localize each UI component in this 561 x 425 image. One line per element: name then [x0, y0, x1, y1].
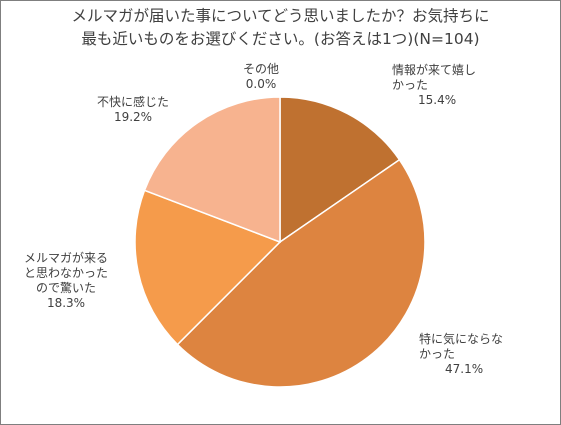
slice-1-label-line-1: 情報が来て嬉し — [392, 63, 477, 77]
pie-slice-2 — [176, 158, 426, 388]
data-label-slice-4: 不快に感じた 19.2% — [81, 95, 185, 125]
data-label-slice-2: 特に気にならな かった 47.1% — [419, 332, 503, 377]
slice-1-percent-label: 15.4% — [418, 93, 457, 107]
slice-2-label-line-2: かった — [419, 347, 456, 361]
slice-3-label-line-3: ので驚いた — [35, 281, 96, 295]
slice-4-percent-label: 19.2% — [113, 110, 153, 124]
slice-1-label-line-2: かった — [392, 78, 429, 92]
chart-title-line-2: 最も近いものをお選びください。(お答えは1つ)(N=104) — [81, 30, 480, 48]
data-label-slice-5: その他 0.0% — [231, 62, 291, 92]
chart-title-line-1: メルマガが届いた事についてどう思いましたか？お気持ちに — [71, 7, 490, 25]
slice-4-label-line-1: 不快に感じた — [96, 95, 169, 109]
slice-3-label-line-1: メルマガが来る — [23, 251, 108, 265]
slice-3-label-line-2: と思わなかった — [23, 266, 108, 280]
data-label-slice-1: 情報が来て嬉し かった 15.4% — [392, 63, 476, 108]
slice-2-percent-label: 47.1% — [445, 362, 484, 376]
slice-5-percent-label: 0.0% — [245, 77, 277, 91]
slice-3-percent-label: 18.3% — [46, 296, 86, 310]
chart-title: メルマガが届いた事についてどう思いましたか？お気持ちに 最も近いものをお選びくだ… — [1, 5, 560, 51]
slice-5-label-line-1: その他 — [242, 62, 279, 76]
pie-slice-1 — [279, 96, 401, 244]
pie-slice-4 — [143, 96, 281, 244]
slice-2-label-line-1: 特に気にならな — [419, 332, 504, 346]
data-label-slice-3: メルマガが来る と思わなかった ので驚いた 18.3% — [16, 251, 116, 311]
